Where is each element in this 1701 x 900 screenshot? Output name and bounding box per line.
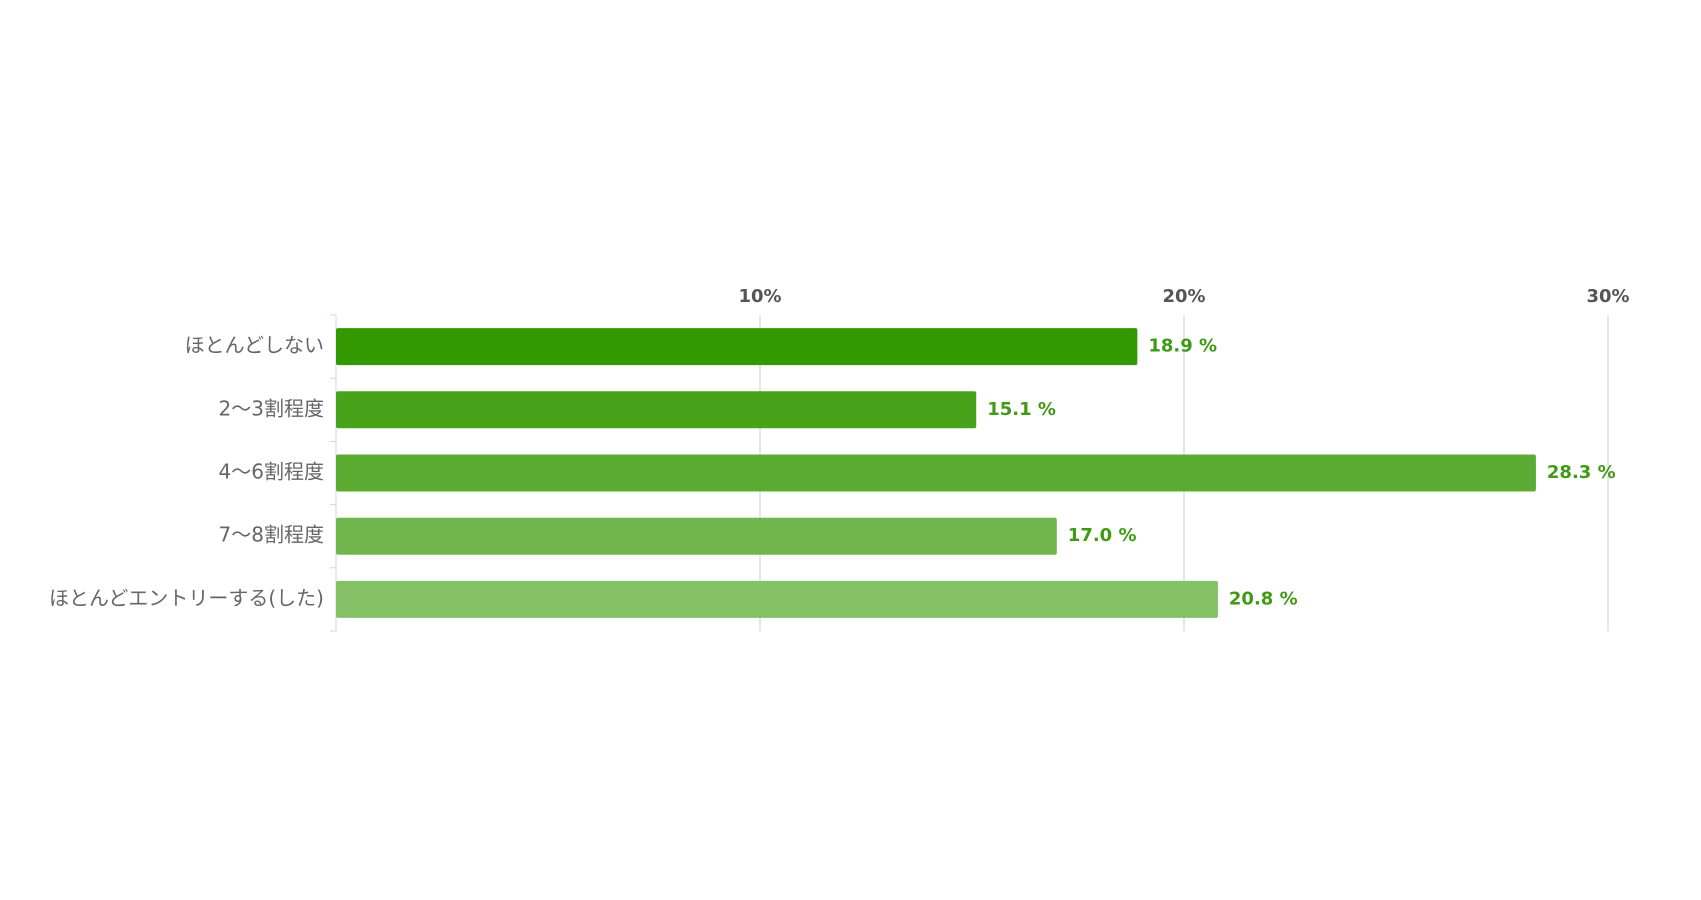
y-tick-label: 4～6割程度 — [219, 460, 324, 484]
bar — [336, 517, 1057, 555]
bar — [336, 580, 1218, 618]
x-tick-label: 30% — [1586, 286, 1629, 307]
value-label: 15.1 % — [987, 399, 1056, 420]
bar — [336, 454, 1536, 492]
y-tick-label: 7～8割程度 — [219, 523, 324, 547]
bar — [336, 391, 977, 429]
value-label: 18.9 % — [1148, 336, 1217, 357]
x-tick-label: 10% — [738, 286, 781, 307]
y-tick-label: 2～3割程度 — [219, 396, 324, 420]
x-tick-label: 20% — [1162, 286, 1205, 307]
y-tick-label: ほとんどエントリーする(した) — [49, 586, 324, 610]
value-label: 20.8 % — [1229, 588, 1298, 609]
value-label: 28.3 % — [1547, 462, 1616, 483]
bar — [336, 328, 1138, 366]
y-tick-label: ほとんどしない — [185, 333, 324, 357]
value-label: 17.0 % — [1068, 525, 1137, 546]
